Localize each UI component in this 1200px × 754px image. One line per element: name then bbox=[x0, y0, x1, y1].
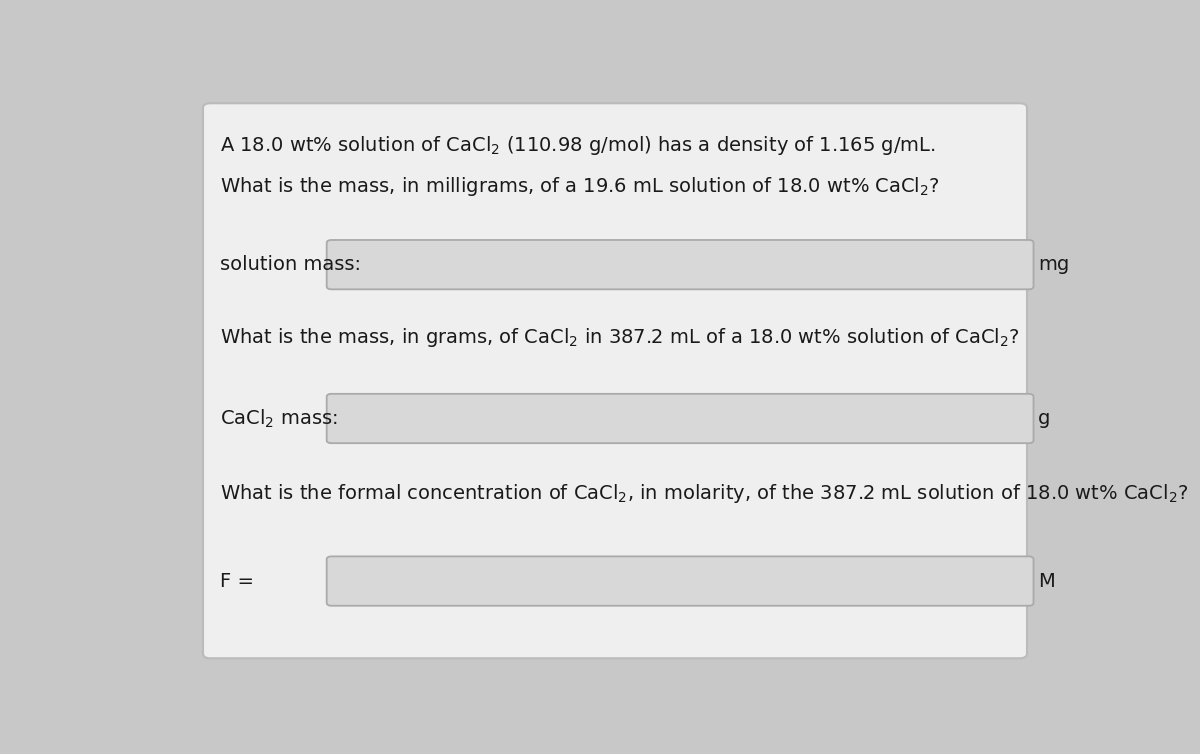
Text: What is the mass, in grams, of $\mathregular{CaCl_2}$ in 387.2 mL of a 18.0 wt% : What is the mass, in grams, of $\mathreg… bbox=[220, 326, 1019, 349]
Text: $\mathregular{CaCl_2}$ mass:: $\mathregular{CaCl_2}$ mass: bbox=[220, 407, 337, 430]
Text: F =: F = bbox=[220, 572, 253, 590]
Text: g: g bbox=[1038, 409, 1050, 428]
FancyBboxPatch shape bbox=[326, 240, 1033, 290]
FancyBboxPatch shape bbox=[203, 103, 1027, 658]
Text: M: M bbox=[1038, 572, 1055, 590]
FancyBboxPatch shape bbox=[326, 556, 1033, 605]
FancyBboxPatch shape bbox=[326, 394, 1033, 443]
Text: A 18.0 wt% solution of $\mathregular{CaCl_2}$ (110.98 g/mol) has a density of 1.: A 18.0 wt% solution of $\mathregular{CaC… bbox=[220, 134, 936, 157]
Text: solution mass:: solution mass: bbox=[220, 255, 361, 274]
Text: What is the formal concentration of $\mathregular{CaCl_2}$, in molarity, of the : What is the formal concentration of $\ma… bbox=[220, 483, 1188, 505]
Text: mg: mg bbox=[1038, 255, 1069, 274]
Text: What is the mass, in milligrams, of a 19.6 mL solution of 18.0 wt% $\mathregular: What is the mass, in milligrams, of a 19… bbox=[220, 175, 940, 198]
